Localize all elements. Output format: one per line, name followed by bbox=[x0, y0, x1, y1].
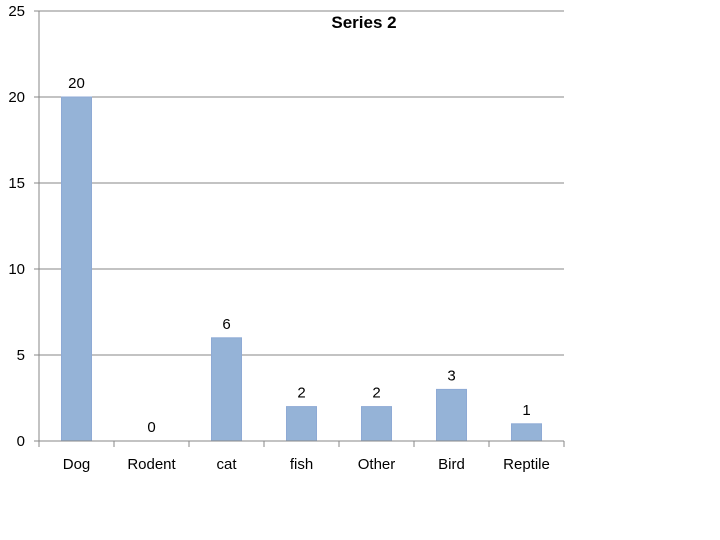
y-axis-ticks: 0 5 10 15 20 25 bbox=[8, 3, 39, 450]
chart-title: Series 2 bbox=[331, 13, 396, 32]
y-tick-label: 15 bbox=[8, 175, 25, 192]
y-tick-label: 10 bbox=[8, 261, 25, 278]
bars bbox=[61, 96, 542, 442]
data-label: 1 bbox=[522, 402, 530, 419]
x-tick-label: Other bbox=[358, 456, 396, 473]
x-tick-label: Bird bbox=[438, 456, 465, 473]
bar bbox=[436, 388, 467, 442]
data-label: 20 bbox=[68, 75, 85, 92]
bar bbox=[361, 406, 392, 442]
bar bbox=[211, 337, 242, 442]
gridlines bbox=[39, 10, 564, 356]
x-tick-label: cat bbox=[216, 456, 237, 473]
data-label: 2 bbox=[372, 385, 380, 402]
x-axis-ticks: Dog Rodent cat fish Other Bird Reptile bbox=[38, 441, 565, 473]
y-tick-label: 0 bbox=[17, 433, 25, 450]
axes bbox=[38, 11, 564, 442]
bar bbox=[286, 406, 317, 442]
x-tick-label: Reptile bbox=[503, 456, 550, 473]
y-tick-label: 25 bbox=[8, 3, 25, 20]
bar bbox=[61, 96, 92, 442]
x-tick-label: Rodent bbox=[127, 456, 176, 473]
data-label: 3 bbox=[447, 367, 455, 384]
data-labels: 20 0 6 2 2 3 1 bbox=[68, 75, 531, 436]
x-tick-label: fish bbox=[290, 456, 313, 473]
y-tick-label: 5 bbox=[17, 347, 25, 364]
data-label: 0 bbox=[147, 419, 155, 436]
data-label: 6 bbox=[222, 316, 230, 333]
bar bbox=[511, 423, 542, 442]
data-label: 2 bbox=[297, 385, 305, 402]
y-tick-label: 20 bbox=[8, 89, 25, 106]
x-tick-label: Dog bbox=[63, 456, 91, 473]
